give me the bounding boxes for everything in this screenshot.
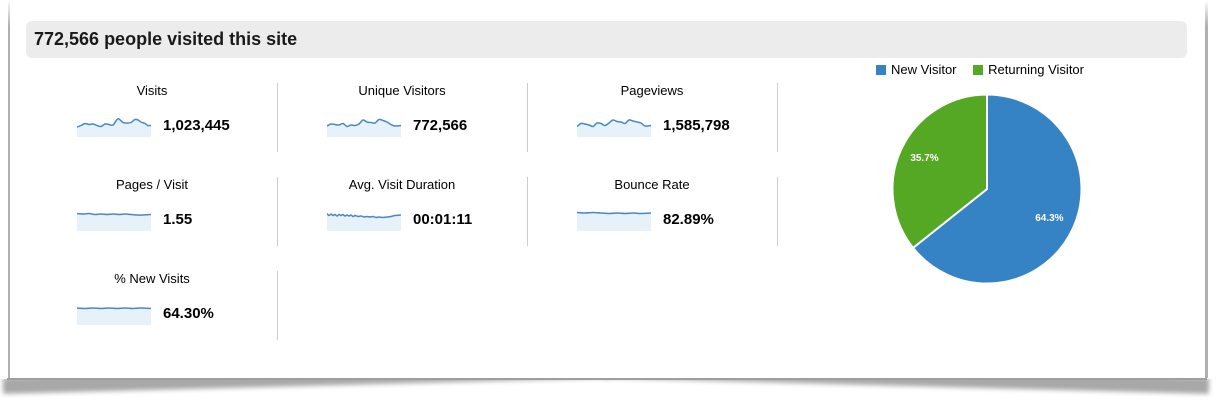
svg-text:64.3%: 64.3% xyxy=(1035,213,1063,224)
svg-text:35.7%: 35.7% xyxy=(910,153,938,164)
